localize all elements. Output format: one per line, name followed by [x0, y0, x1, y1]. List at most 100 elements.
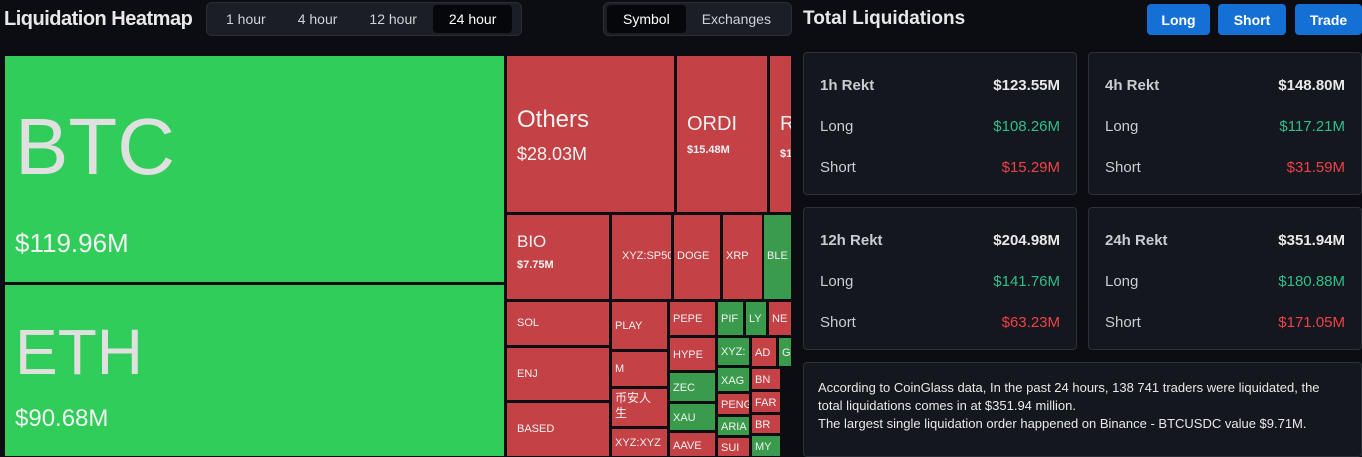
card-key: Short — [1105, 314, 1141, 331]
card-value: $204.98M — [993, 232, 1060, 249]
tile-label: XRP — [726, 250, 749, 262]
action-button[interactable]: Long — [1147, 4, 1210, 35]
tile-value: $119.96M — [15, 228, 129, 258]
card-value: $15.29M — [1001, 159, 1060, 176]
rekt-card: 24h Rekt $351.94M Long $180.88M Short $171.05… — [1088, 207, 1362, 350]
heatmap-tile[interactable]: XAG — [717, 367, 750, 392]
card-value: $148.80M — [1278, 77, 1345, 94]
heatmap-tile[interactable]: 币安人生 — [611, 388, 668, 427]
tile-label: 币安人生 — [615, 391, 652, 420]
card-key: Short — [1105, 159, 1141, 176]
view-tabs: Symbol Exchanges — [603, 2, 792, 36]
tile-label: SOL — [517, 317, 540, 329]
panel-title: Total Liquidations — [803, 8, 966, 29]
time-tab[interactable]: 12 hour — [369, 11, 417, 27]
heatmap-tile[interactable]: BR — [751, 414, 781, 434]
card-key: 4h Rekt — [1105, 77, 1160, 94]
card-value: $141.76M — [993, 273, 1060, 290]
tile-label: Others — [517, 106, 590, 133]
tile-label: PLAY — [615, 320, 643, 332]
card-row: 24h Rekt $351.94M — [1105, 232, 1345, 249]
card-key: Long — [820, 118, 854, 135]
tile-label: ENJ — [517, 368, 538, 380]
heatmap-tile[interactable]: BLE — [763, 214, 792, 300]
heatmap-tile[interactable]: XRP — [722, 214, 763, 300]
heatmap-tile[interactable]: XYZ:SP50 — [611, 214, 672, 300]
heatmap-tile[interactable]: PENG — [717, 393, 750, 415]
card-key: Short — [820, 314, 856, 331]
time-tab[interactable]: 4 hour — [297, 11, 338, 27]
card-row: 1h Rekt $123.55M — [820, 77, 1060, 94]
card-value: $351.94M — [1278, 232, 1345, 249]
tile-label: M — [615, 363, 625, 375]
heatmap-tile[interactable]: AD — [751, 337, 777, 367]
tile-label: XYZ:XYZ — [615, 437, 661, 449]
heatmap-tile[interactable]: BN — [751, 368, 781, 390]
heatmap-tile[interactable]: BTC $119.96M — [4, 55, 505, 283]
heatmap-tile[interactable]: M — [611, 351, 668, 387]
heatmap-tile[interactable]: ENJ — [506, 347, 610, 401]
card-key: Long — [820, 273, 854, 290]
tile-label: AD — [755, 347, 771, 359]
tile-value: $1 — [780, 148, 792, 160]
tile-label: SUI — [721, 442, 740, 454]
tile-label: ORDI — [687, 113, 737, 135]
heatmap-tile[interactable]: XYZ: — [717, 337, 750, 366]
heatmap-tile[interactable]: MY — [751, 435, 781, 457]
heatmap-tile[interactable]: R $1 — [769, 55, 792, 213]
tile-label: BLE — [767, 250, 788, 262]
heatmap-tile[interactable]: SOL — [506, 301, 610, 346]
heatmap-tile[interactable]: ETH $90.68M — [4, 284, 505, 457]
action-button[interactable]: Trade — [1295, 4, 1362, 35]
heatmap-tile[interactable]: BASED — [506, 402, 610, 457]
card-key: Long — [1105, 273, 1139, 290]
tile-label: DOGE — [677, 250, 710, 262]
heatmap: BTC $119.96M ETH $90.68M Others $28.03M ORDI $1… — [4, 55, 792, 457]
tile-label: PEPE — [673, 313, 703, 325]
heatmap-tile[interactable]: Others $28.03M — [506, 55, 675, 213]
heatmap-tile[interactable]: PLAY — [611, 301, 668, 350]
tile-label: XAG — [721, 375, 745, 387]
heatmap-tile[interactable]: ARIA — [717, 416, 750, 436]
tile-value: $28.03M — [517, 144, 588, 164]
heatmap-tile[interactable]: XAU — [669, 403, 716, 431]
tile-label: ARIA — [721, 421, 747, 433]
card-key: Short — [820, 159, 856, 176]
tile-label: XYZ:SP50 — [622, 250, 672, 262]
tile-label: ETH — [15, 316, 143, 388]
heatmap-tile[interactable]: SUI — [717, 437, 750, 457]
heatmap-tile[interactable]: LY — [745, 301, 767, 336]
tile-label: HYPE — [673, 349, 703, 361]
heatmap-tile[interactable]: XYZ:XYZ — [611, 428, 668, 457]
card-key: 24h Rekt — [1105, 232, 1168, 249]
heatmap-tile[interactable]: ORDI $15.48M — [676, 55, 768, 213]
time-tab[interactable]: 24 hour — [432, 5, 513, 33]
card-value: $117.21M — [1279, 118, 1345, 135]
tile-value: $7.75M — [517, 259, 554, 271]
card-row: Long $141.76M — [820, 273, 1060, 290]
tile-label: R — [780, 113, 791, 136]
card-value: $171.05M — [1278, 314, 1345, 331]
card-row: Short $171.05M — [1105, 314, 1345, 331]
heatmap-tile[interactable]: ZEC — [669, 372, 716, 402]
heatmap-tile[interactable]: BIO $7.75M — [506, 214, 610, 300]
heatmap-tile[interactable]: NE — [768, 301, 792, 336]
view-tab[interactable]: Exchanges — [701, 11, 771, 27]
heatmap-tile[interactable]: DOGE — [673, 214, 721, 300]
card-key: 1h Rekt — [820, 77, 875, 94]
card-row: Long $108.26M — [820, 118, 1060, 135]
rekt-card: 12h Rekt $204.98M Long $141.76M Short $63.23M — [803, 207, 1077, 350]
card-value: $63.23M — [1001, 314, 1060, 331]
heatmap-tile[interactable]: FAR — [751, 391, 781, 413]
heatmap-tile[interactable]: G — [778, 337, 792, 367]
card-row: 4h Rekt $148.80M — [1105, 77, 1345, 94]
action-button[interactable]: Short — [1218, 4, 1286, 35]
view-tab[interactable]: Symbol — [607, 5, 686, 33]
heatmap-tile[interactable]: HYPE — [669, 337, 716, 371]
tile-label: ZEC — [673, 382, 695, 394]
heatmap-tile[interactable]: PIF — [717, 301, 744, 336]
heatmap-tile[interactable]: AAVE — [669, 432, 716, 457]
time-tab[interactable]: 1 hour — [226, 11, 266, 27]
heatmap-tile[interactable]: PEPE — [669, 301, 716, 336]
